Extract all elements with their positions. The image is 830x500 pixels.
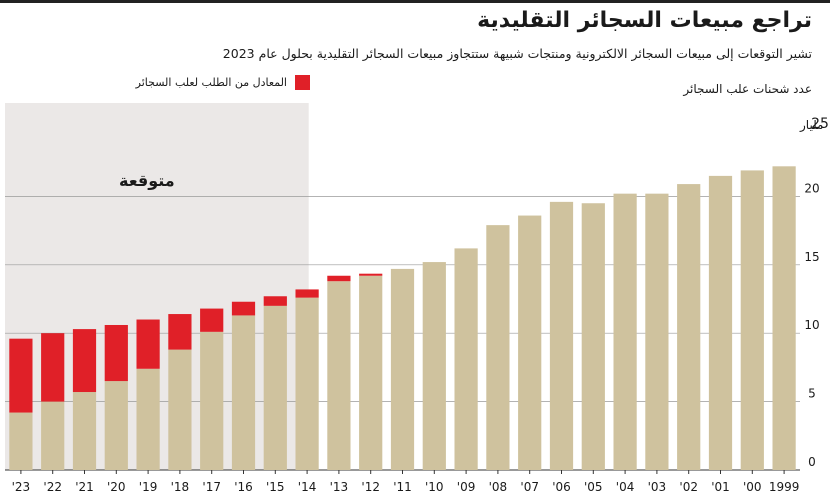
x-tick-label: '02 [679,480,698,494]
bar-tan [41,401,65,470]
chart-title: تراجع مبيعات السجائر التقليدية [477,8,812,33]
x-tick-label: '14 [298,480,317,494]
x-tick-label: '19 [139,480,158,494]
bar-tan [677,184,701,470]
y-tick-label: 25 [811,116,829,132]
bar-red [9,338,33,413]
x-tick-label: '20 [107,480,126,494]
x-tick-label: '22 [43,480,62,494]
x-tick-label: '17 [202,480,221,494]
bar-red [72,329,97,393]
bar-tan [9,412,33,470]
x-tick-label: '05 [584,480,603,494]
bar-tan [327,281,351,470]
legend: المعادل من الطلب لعلب السجائر [136,75,310,90]
bar-red [231,301,256,316]
y-tick-label: 15 [804,250,819,264]
x-tick-label: '15 [266,480,285,494]
bar-tan [104,381,128,470]
x-tick-label: '03 [648,480,667,494]
x-tick-label: '08 [489,480,508,494]
x-tick-label: '21 [75,480,94,494]
bar-red [263,296,287,306]
legend-label: المعادل من الطلب لعلب السجائر [135,76,287,89]
bar-tan [740,170,764,470]
y-tick-label: 5 [808,387,816,401]
y-axis-label: عدد شحنات علب السجائر [683,82,812,96]
bar-tan [708,175,733,470]
y-tick-label: 0 [808,455,816,469]
bar-tan [549,201,574,470]
x-tick-label: '16 [234,480,253,494]
bar-tan [518,215,542,470]
x-tick-label: '23 [12,480,31,494]
x-tick-label: '18 [171,480,190,494]
x-tick-label: '07 [520,480,539,494]
bar-tan [263,305,287,470]
x-tick-label: '00 [743,480,762,494]
bar-tan [359,275,383,470]
bar-tan [200,331,224,470]
bar-red [327,275,351,282]
x-tick-label: '10 [425,480,444,494]
bar-tan [231,315,256,470]
x-tick-label: '06 [552,480,571,494]
bar-tan [422,262,446,470]
bar-tan [295,297,319,470]
bar-tan [136,368,160,470]
bar-tan [454,248,478,470]
bar-tan [72,392,97,470]
x-tick-label: '11 [393,480,412,494]
x-tick-label: '01 [711,480,730,494]
bar-tan [645,193,669,470]
bar-red [104,324,128,382]
bar-tan [390,268,415,470]
bar-red [168,314,192,350]
x-tick-label: '04 [616,480,635,494]
x-tick-label: '09 [457,480,476,494]
bar-tan [168,349,192,470]
bar-red [41,333,65,402]
bar-red [200,308,224,332]
x-tick-label: '12 [361,480,380,494]
bar-tan [486,225,510,470]
legend-swatch-red [295,75,310,90]
x-tick-label: '13 [330,480,349,494]
y-tick-label: 10 [804,318,819,332]
y-unit-label: مليار [799,118,823,133]
top-rule [0,0,830,3]
bar-red [359,273,383,276]
bar-tan [613,193,637,470]
bar-red [136,319,160,369]
bar-red [295,289,319,298]
forecast-label: متوقعة [119,171,175,190]
chart-subtitle: تشير التوقعات إلى مبيعات السجائر الالكتر… [222,46,812,61]
bar-tan [772,166,796,470]
y-tick-label: 20 [804,181,819,195]
bar-tan [581,203,605,471]
x-tick-label: 1999 [769,480,800,494]
